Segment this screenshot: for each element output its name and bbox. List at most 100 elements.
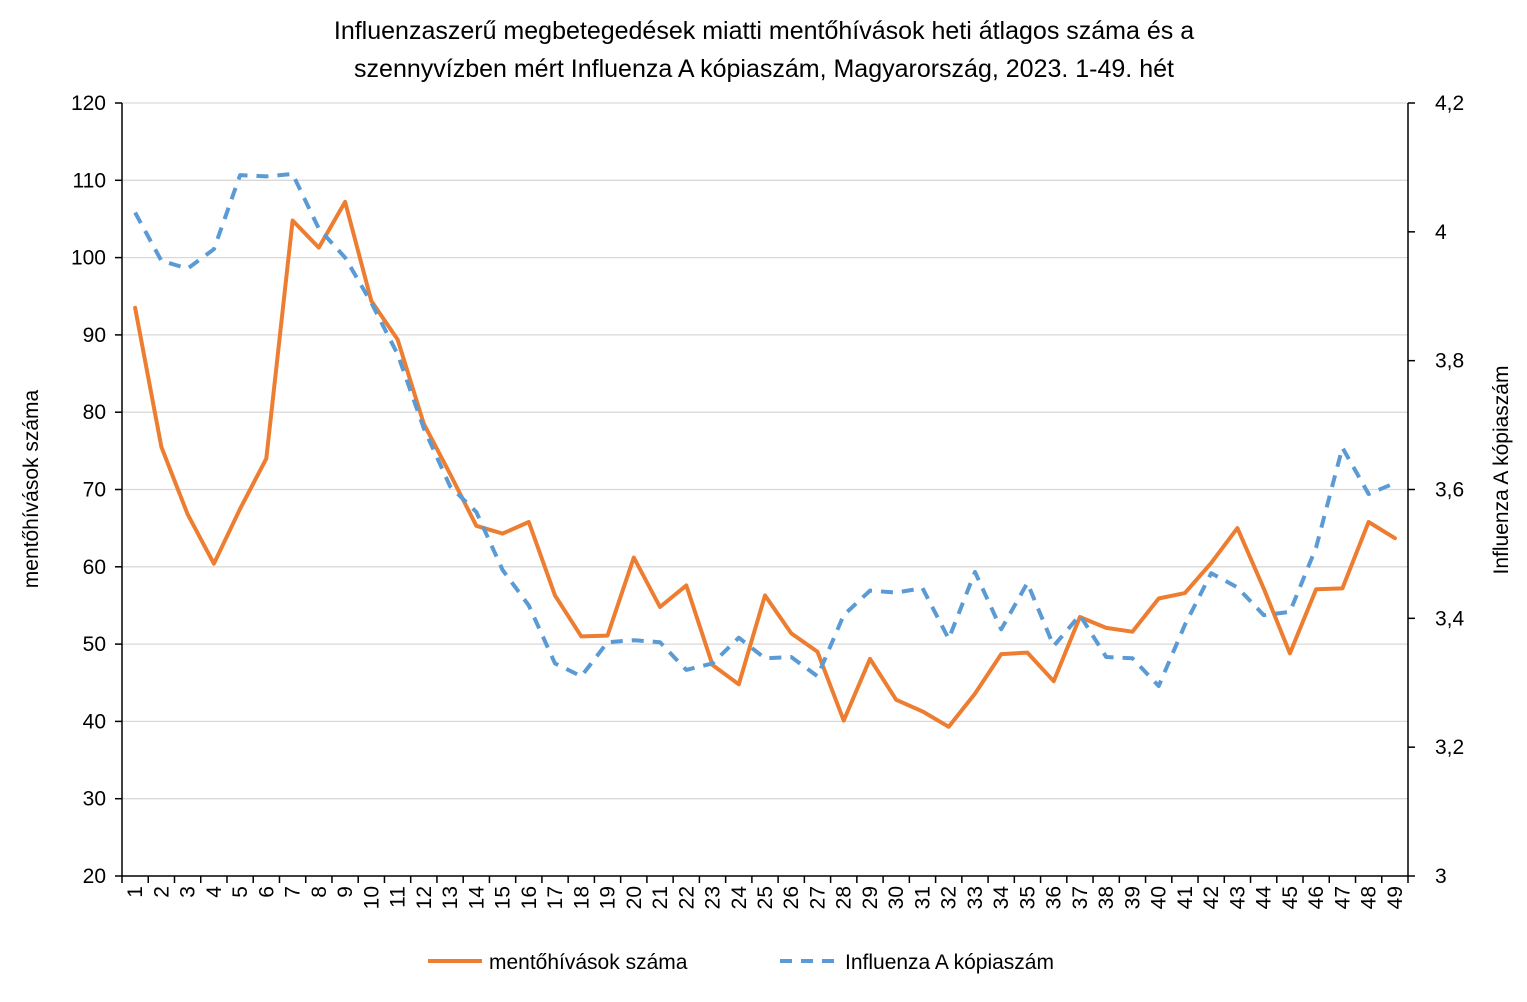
data-point-influenza-a — [1157, 684, 1161, 688]
data-point-influenza-a — [868, 589, 872, 593]
x-tick-label: 42 — [1200, 886, 1223, 909]
data-point-influenza-a — [1235, 585, 1239, 589]
x-tick-label: 19 — [597, 886, 620, 909]
x-tick-label: 20 — [623, 886, 646, 909]
y2-tick-label: 4 — [1435, 221, 1447, 244]
data-point-mentohivasok — [1288, 651, 1292, 655]
data-point-influenza-a — [1052, 644, 1056, 648]
x-tick-label: 30 — [885, 886, 908, 909]
data-point-influenza-a — [606, 640, 610, 644]
data-point-influenza-a — [159, 259, 163, 263]
data-point-mentohivasok — [343, 200, 347, 204]
data-point-mentohivasok — [999, 652, 1003, 656]
data-point-mentohivasok — [1340, 586, 1344, 590]
data-point-influenza-a — [501, 568, 505, 572]
data-point-mentohivasok — [527, 520, 531, 524]
data-point-mentohivasok — [737, 682, 741, 686]
data-point-influenza-a — [212, 247, 216, 251]
data-point-influenza-a — [1025, 581, 1029, 585]
x-tick-label: 34 — [990, 886, 1013, 910]
data-point-influenza-a — [1288, 610, 1292, 614]
chart-title-line-1: Influenzaszerű megbetegedések miatti men… — [334, 17, 1194, 45]
x-tick-label: 14 — [465, 886, 488, 910]
data-point-mentohivasok — [396, 338, 400, 342]
data-point-influenza-a — [658, 640, 662, 644]
gridlines — [122, 102, 1408, 800]
data-point-mentohivasok — [1262, 586, 1266, 590]
data-point-influenza-a — [894, 591, 898, 595]
data-point-mentohivasok — [815, 650, 819, 654]
x-tick-label: 7 — [282, 886, 305, 898]
data-point-influenza-a — [291, 172, 295, 176]
data-point-influenza-a — [238, 173, 242, 177]
data-point-influenza-a — [527, 603, 531, 607]
y-tick-label: 120 — [71, 92, 106, 115]
data-point-mentohivasok — [553, 593, 557, 597]
data-point-mentohivasok — [448, 472, 452, 476]
y-tick-label: 110 — [73, 169, 106, 192]
y-tick-label: 40 — [83, 710, 106, 733]
data-point-influenza-a — [343, 256, 347, 260]
data-point-influenza-a — [973, 570, 977, 574]
x-tick-label: 36 — [1043, 886, 1066, 909]
y-tick-label: 20 — [83, 865, 106, 888]
x-tick-label: 33 — [964, 886, 987, 909]
y-tick-label: 90 — [83, 324, 106, 347]
y-tick-label: 60 — [83, 556, 106, 579]
data-point-mentohivasok — [1130, 630, 1134, 634]
data-point-mentohivasok — [684, 583, 688, 587]
x-tick-label: 37 — [1069, 886, 1092, 909]
x-tick-label: 27 — [806, 886, 829, 909]
data-point-mentohivasok — [789, 631, 793, 635]
data-point-influenza-a — [1367, 492, 1371, 496]
data-point-mentohivasok — [133, 306, 137, 310]
x-tick-label: 47 — [1331, 886, 1354, 909]
x-tick-label: 11 — [387, 886, 410, 908]
x-tick-label: 17 — [544, 886, 567, 909]
y-tick-label: 80 — [83, 401, 106, 424]
x-tick-label: 41 — [1174, 886, 1197, 909]
data-point-mentohivasok — [1052, 679, 1056, 683]
x-tick-label: 12 — [413, 886, 436, 909]
x-tick-label: 43 — [1226, 886, 1249, 909]
x-tick-label: 29 — [859, 886, 882, 909]
data-point-mentohivasok — [1104, 626, 1108, 630]
data-point-mentohivasok — [317, 246, 321, 250]
data-point-mentohivasok — [264, 457, 268, 461]
y-tick-label: 100 — [71, 247, 106, 270]
data-point-mentohivasok — [159, 445, 163, 449]
data-point-influenza-a — [789, 655, 793, 659]
data-point-influenza-a — [396, 352, 400, 356]
data-point-mentohivasok — [658, 605, 662, 609]
data-point-influenza-a — [1340, 446, 1344, 450]
x-tick-label: 21 — [649, 886, 672, 909]
data-point-mentohivasok — [947, 725, 951, 729]
y-axis-title: mentőhívások száma — [20, 389, 43, 588]
data-point-influenza-a — [1130, 656, 1134, 660]
data-point-mentohivasok — [291, 218, 295, 222]
series-line-mentohivasok — [133, 199, 1397, 729]
data-point-mentohivasok — [868, 657, 872, 661]
x-tick-label: 46 — [1305, 886, 1328, 909]
x-tick-label: 2 — [150, 886, 173, 898]
legend-label-mentohivasok: mentőhívások száma — [489, 951, 688, 974]
data-point-influenza-a — [579, 674, 583, 678]
y2-tick-label: 3,6 — [1435, 479, 1464, 502]
data-point-mentohivasok — [579, 634, 583, 638]
data-point-influenza-a — [133, 211, 137, 215]
data-point-mentohivasok — [238, 507, 242, 511]
x-tick-label: 45 — [1279, 886, 1302, 909]
legend-label-influenza-a: Influenza A kópiaszám — [845, 951, 1054, 974]
x-tick-label: 28 — [833, 886, 856, 909]
y-tick-label: 30 — [83, 788, 106, 811]
data-point-mentohivasok — [501, 532, 505, 536]
data-point-influenza-a — [947, 637, 951, 641]
data-point-influenza-a — [369, 301, 373, 305]
data-point-mentohivasok — [1393, 536, 1397, 540]
data-point-mentohivasok — [763, 593, 767, 597]
x-tick-label: 35 — [1016, 886, 1039, 909]
x-tick-label: 49 — [1384, 886, 1407, 909]
x-tick-label: 16 — [518, 886, 541, 909]
y2-tick-label: 3,8 — [1435, 350, 1464, 373]
